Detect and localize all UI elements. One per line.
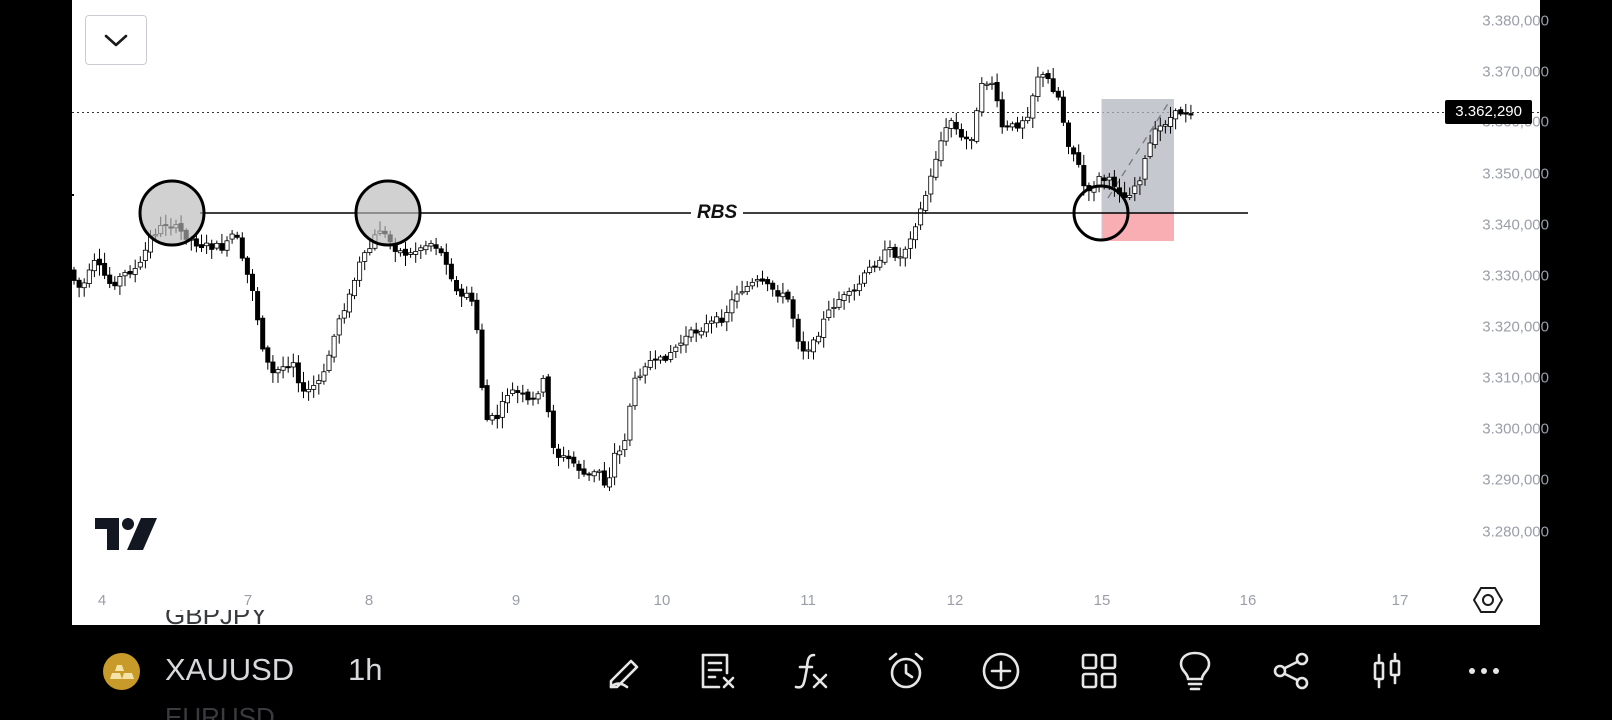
candles (72, 66, 1194, 492)
object-tree-button[interactable] (697, 651, 737, 691)
price-axis-label: 3.330,000 (1482, 267, 1549, 285)
add-icon (982, 652, 1020, 690)
more-button[interactable] (1464, 651, 1504, 691)
price-axis-label: 3.300,000 (1482, 420, 1549, 438)
price-axis-label: 3.380,000 (1482, 12, 1549, 30)
alert-button[interactable] (886, 651, 926, 691)
interval-selector[interactable]: 1h (348, 652, 383, 687)
add-button[interactable] (981, 651, 1021, 691)
price-axis-label: 3.290,000 (1482, 471, 1549, 489)
layouts-icon (1081, 653, 1117, 689)
time-axis-label: 4 (97, 592, 107, 609)
long-position-tool[interactable] (1101, 99, 1174, 241)
layouts-button[interactable] (1079, 651, 1119, 691)
price-axis-label: 3.320,000 (1482, 318, 1549, 336)
chart-type-button[interactable] (1367, 651, 1407, 691)
alarm-clock-icon (888, 652, 924, 689)
tradingview-logo (95, 518, 157, 550)
highlight-circle (1072, 184, 1130, 242)
chart-area[interactable] (72, 0, 1540, 625)
time-axis-label: 10 (653, 592, 671, 609)
collapse-button[interactable] (85, 15, 147, 65)
symbol-selector[interactable]: XAUUSD (165, 652, 295, 687)
time-axis-label: 7 (243, 592, 253, 609)
price-axis-label: 3.350,000 (1482, 165, 1549, 183)
gold-bars-icon (103, 653, 140, 690)
price-chart[interactable] (72, 0, 1540, 625)
object-tree-icon (701, 653, 735, 689)
price-axis-label: 3.370,000 (1482, 63, 1549, 81)
rbs-annotation-label[interactable]: RBS (691, 202, 744, 224)
time-axis-label: 8 (364, 592, 374, 609)
price-axis-label: 3.340,000 (1482, 216, 1549, 234)
time-axis-label: 9 (511, 592, 521, 609)
time-axis-label: 11 (800, 592, 816, 609)
draw-icon (609, 659, 639, 689)
indicators-icon (794, 653, 828, 689)
indicators-button[interactable] (792, 651, 832, 691)
last-price-badge: 3.362,290 (1445, 100, 1532, 124)
ideas-button[interactable] (1175, 651, 1215, 691)
highlight-circle (138, 179, 206, 247)
candlestick-icon (1373, 652, 1401, 689)
previous-symbol[interactable]: GBPJPY (165, 610, 268, 630)
time-axis-label: 17 (1391, 592, 1409, 609)
time-axis-label: 15 (1093, 592, 1111, 609)
lightbulb-icon (1179, 651, 1211, 691)
price-axis-label: 3.280,000 (1482, 523, 1549, 541)
more-icon (1469, 668, 1499, 674)
draw-button[interactable] (603, 651, 643, 691)
share-icon (1273, 652, 1309, 690)
chevron-down-icon (104, 34, 128, 47)
next-symbol[interactable]: EURUSD (165, 702, 275, 720)
share-button[interactable] (1272, 651, 1312, 691)
settings-hex-icon[interactable] (1473, 585, 1503, 615)
time-axis-label: 12 (946, 592, 964, 609)
time-axis-label: 16 (1239, 592, 1257, 609)
price-axis-label: 3.310,000 (1482, 369, 1549, 387)
highlight-circle (354, 179, 422, 247)
